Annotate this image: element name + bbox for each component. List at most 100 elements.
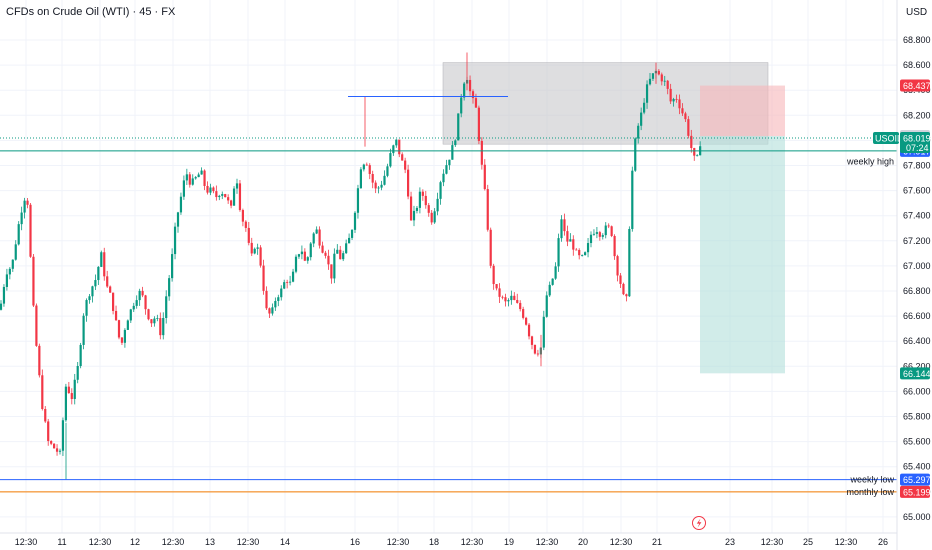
candle <box>112 292 115 315</box>
candle <box>241 208 244 227</box>
candle <box>522 306 525 320</box>
candle <box>109 285 112 293</box>
x-tick-label: 12:30 <box>536 537 559 547</box>
currency-label[interactable]: USD <box>906 7 928 18</box>
candle <box>156 314 159 322</box>
candle <box>227 194 230 204</box>
candle <box>409 191 413 221</box>
candle <box>365 162 368 166</box>
candle <box>545 291 548 318</box>
candle <box>129 308 132 323</box>
candle <box>404 157 407 174</box>
candle <box>20 206 23 231</box>
candle <box>495 284 498 291</box>
y-tick-label: 66.400 <box>903 336 931 346</box>
candle <box>274 297 277 311</box>
y-tick-label: 68.600 <box>903 60 931 70</box>
candle <box>309 241 312 261</box>
candle <box>634 137 637 172</box>
candle <box>504 293 507 307</box>
y-tick-label: 67.200 <box>903 236 931 246</box>
candle <box>289 275 292 286</box>
candle <box>598 230 601 241</box>
candle <box>356 184 360 219</box>
candle <box>430 210 433 225</box>
candle <box>560 215 563 242</box>
candle <box>286 279 289 289</box>
time-axis[interactable]: 12:30 11 12:30 12 12:30 13 12:30 14 16 12:30 18 12:… <box>0 532 897 547</box>
x-tick-label: 13 <box>205 537 215 547</box>
candle <box>651 73 655 81</box>
flash-icon[interactable] <box>692 516 706 530</box>
candle <box>383 170 386 186</box>
zones <box>442 62 785 374</box>
candle <box>407 164 410 200</box>
candle <box>38 343 41 378</box>
candle <box>47 418 50 446</box>
candle <box>696 154 699 157</box>
y-tick-label: 65.000 <box>903 512 931 522</box>
candle <box>224 193 227 198</box>
horizontal-lines: weekly high weekly low monthly low <box>0 95 897 497</box>
x-tick-label: 12:30 <box>461 537 484 547</box>
candle <box>97 266 100 286</box>
svg-text:68.437: 68.437 <box>903 81 931 91</box>
candle <box>530 335 534 350</box>
monthly-low-label: monthly low <box>846 487 894 497</box>
candle <box>672 97 675 107</box>
candle <box>209 183 212 196</box>
candle <box>460 93 463 118</box>
candles <box>0 52 702 480</box>
candle <box>32 253 35 308</box>
candle <box>41 369 44 411</box>
candle <box>135 295 138 309</box>
candle <box>398 139 401 158</box>
x-tick-label: 23 <box>725 537 735 547</box>
current-price-text: 68.019 <box>903 134 931 144</box>
x-tick-label: 12:30 <box>835 537 858 547</box>
candle <box>554 262 557 280</box>
candle <box>660 72 663 86</box>
candle <box>123 328 126 348</box>
candle <box>362 163 365 172</box>
candle <box>53 443 56 449</box>
candle <box>188 172 191 188</box>
candle <box>171 248 174 282</box>
candle <box>454 139 457 147</box>
candle <box>271 303 274 316</box>
y-tick-label: 66.000 <box>903 386 931 396</box>
price-label-65297: 65.297 <box>900 473 931 486</box>
candle <box>327 249 330 270</box>
candle <box>330 264 333 284</box>
candle <box>61 417 65 456</box>
x-tick-label: 12:30 <box>610 537 633 547</box>
candle <box>589 231 593 248</box>
y-tick-label: 66.600 <box>903 311 931 321</box>
candle <box>268 307 271 318</box>
candle <box>94 274 97 291</box>
candle <box>67 381 70 394</box>
candle <box>300 245 303 260</box>
candle <box>566 225 569 247</box>
candle <box>8 267 11 280</box>
candle <box>516 293 519 304</box>
candle <box>162 312 165 340</box>
candle <box>348 233 351 244</box>
candle <box>23 197 26 219</box>
candle <box>182 175 185 200</box>
candle <box>280 285 283 301</box>
svg-text:65.199: 65.199 <box>903 487 931 497</box>
candle <box>643 98 646 115</box>
candle <box>463 81 466 101</box>
candle <box>631 166 634 232</box>
x-tick-label: 25 <box>803 537 813 547</box>
candle <box>477 105 480 145</box>
candle <box>569 233 572 242</box>
candle <box>563 213 566 236</box>
candle <box>153 316 156 327</box>
candle <box>578 248 581 260</box>
candle <box>253 247 256 255</box>
candle <box>218 194 221 201</box>
candle <box>26 198 29 209</box>
